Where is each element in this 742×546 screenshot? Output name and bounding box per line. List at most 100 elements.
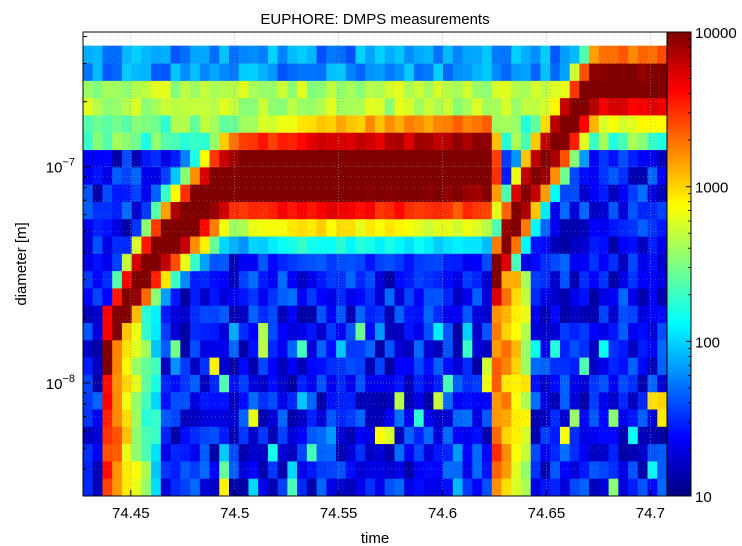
heatmap-cell — [628, 426, 639, 445]
heatmap-cell — [345, 305, 357, 324]
heatmap-cell — [637, 460, 649, 479]
heatmap-cell — [637, 97, 649, 116]
heatmap-cell — [102, 339, 113, 358]
heatmap-cell — [647, 45, 658, 64]
heatmap-cell — [647, 443, 658, 462]
heatmap-cell — [190, 149, 201, 168]
heatmap-cell — [637, 166, 649, 185]
heatmap-cell — [598, 357, 610, 375]
heatmap-cell — [365, 408, 376, 427]
heatmap-cell — [423, 426, 434, 445]
heatmap-cell — [219, 166, 230, 185]
heatmap-cell — [550, 478, 561, 496]
heatmap-cell — [462, 426, 473, 445]
heatmap-cell — [472, 166, 483, 185]
heatmap-cell — [131, 305, 142, 324]
heatmap-cell — [277, 149, 288, 168]
heatmap-cell — [482, 357, 493, 375]
heatmap-cell — [209, 45, 220, 64]
heatmap-cell — [151, 253, 162, 272]
heatmap-cell — [170, 322, 181, 341]
heatmap-cell — [92, 357, 104, 375]
heatmap-cell — [141, 339, 152, 358]
heatmap-cell — [336, 97, 347, 116]
heatmap-cell — [618, 62, 629, 81]
heatmap-cell — [589, 253, 600, 272]
heatmap-cell — [229, 408, 240, 427]
heatmap-cell — [102, 97, 113, 116]
heatmap-cell — [521, 391, 532, 410]
heatmap-cell — [482, 80, 493, 99]
heatmap-cell — [384, 443, 396, 462]
heatmap-cell — [423, 184, 434, 202]
heatmap-cell — [209, 305, 220, 324]
heatmap-cell — [394, 218, 405, 237]
heatmap-cell — [287, 253, 298, 272]
heatmap-cell — [433, 114, 444, 133]
heatmap-cell — [267, 45, 279, 64]
heatmap-cell — [336, 391, 347, 410]
heatmap-cell — [248, 80, 259, 99]
heatmap-cell — [472, 114, 483, 133]
heatmap-cell — [511, 132, 522, 151]
heatmap-cell — [199, 45, 211, 64]
heatmap-cell — [404, 443, 415, 462]
heatmap-cell — [248, 460, 259, 479]
heatmap-cell — [501, 391, 512, 410]
heatmap-cell — [345, 166, 357, 185]
heatmap-cell — [511, 45, 522, 64]
heatmap-cell — [121, 184, 133, 202]
heatmap-cell — [238, 426, 250, 445]
heatmap-cell — [336, 426, 347, 445]
heatmap-cell — [413, 478, 425, 496]
heatmap-cell — [462, 166, 473, 185]
heatmap-cell — [521, 132, 532, 151]
heatmap-cell — [413, 391, 425, 410]
heatmap-cell — [326, 97, 337, 116]
heatmap-cell — [657, 201, 667, 220]
heatmap-cell — [628, 478, 639, 496]
heatmap-cell — [141, 235, 152, 254]
heatmap-cell — [443, 339, 454, 358]
heatmap-cell — [316, 339, 327, 358]
heatmap-cell — [277, 184, 288, 202]
heatmap-cell — [287, 270, 298, 289]
heatmap-cell — [608, 149, 619, 168]
heatmap-cell — [394, 270, 405, 289]
heatmap-cell — [258, 322, 269, 341]
heatmap-cell — [170, 305, 181, 324]
heatmap-cell — [569, 149, 580, 168]
heatmap-cell — [521, 270, 532, 289]
heatmap-cell — [92, 426, 104, 445]
heatmap-cell — [365, 62, 376, 81]
heatmap-cell — [219, 184, 230, 202]
heatmap-cell — [258, 305, 269, 324]
heatmap-cell — [131, 114, 142, 133]
heatmap-cell — [491, 184, 503, 202]
heatmap-cell — [102, 62, 113, 81]
heatmap-cell — [540, 443, 551, 462]
heatmap-cell — [384, 339, 396, 358]
heatmap-cell — [579, 391, 590, 410]
heatmap-cell — [316, 460, 327, 479]
heatmap-cell — [482, 305, 493, 324]
heatmap-cell — [180, 218, 191, 237]
heatmap-cell — [569, 339, 580, 358]
heatmap-cell — [336, 443, 347, 462]
heatmap-cell — [297, 218, 308, 237]
heatmap-cell — [306, 357, 318, 375]
heatmap-cell — [151, 201, 162, 220]
heatmap-cell — [598, 374, 610, 393]
heatmap-cell — [102, 357, 113, 375]
heatmap-cell — [238, 478, 250, 496]
heatmap-cell — [608, 443, 619, 462]
heatmap-cell — [598, 339, 610, 358]
heatmap-cell — [160, 478, 172, 496]
heatmap-cell — [579, 235, 590, 254]
heatmap-cell — [569, 270, 580, 289]
heatmap-cell — [297, 460, 308, 479]
heatmap-cell — [199, 253, 211, 272]
heatmap-cell — [209, 253, 220, 272]
heatmap-cell — [550, 287, 561, 306]
heatmap-cell — [589, 374, 600, 393]
